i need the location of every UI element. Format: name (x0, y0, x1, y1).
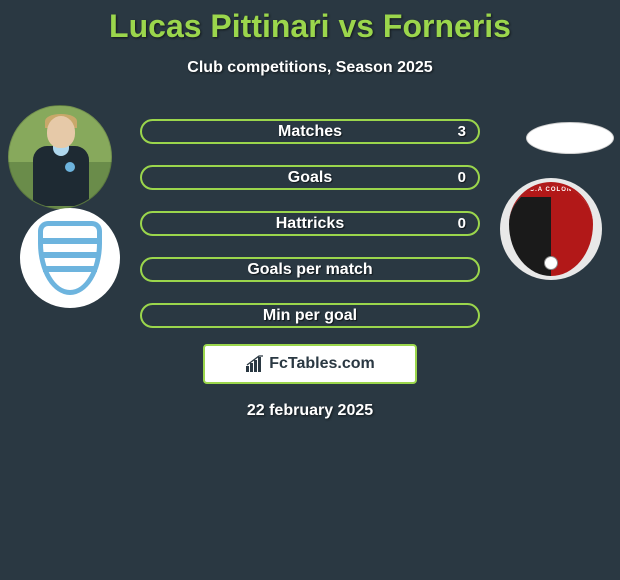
bar-chart-icon (245, 355, 265, 373)
stat-label: Hattricks (276, 215, 344, 233)
player-left-avatar (8, 105, 112, 209)
stat-row-min-per-goal: Min per goal (140, 303, 480, 328)
stat-label: Min per goal (263, 307, 357, 325)
shield-stripe (43, 266, 97, 272)
club-left-crest (20, 208, 120, 308)
shield-icon: C.A COLON (509, 182, 593, 276)
stat-row-goals: Goals 0 (140, 165, 480, 190)
stat-value-right: 0 (458, 215, 466, 232)
stat-label: Goals (288, 169, 332, 187)
stat-row-matches: Matches 3 (140, 119, 480, 144)
stat-row-goals-per-match: Goals per match (140, 257, 480, 282)
avatar-crest (65, 162, 75, 172)
stat-label: Matches (278, 123, 342, 141)
page-title: Lucas Pittinari vs Forneris (0, 8, 620, 45)
stat-label: Goals per match (247, 261, 372, 279)
brand-badge: FcTables.com (203, 344, 417, 384)
club-right-crest: C.A COLON (500, 178, 602, 280)
shield-icon (38, 221, 102, 295)
stat-row-hattricks: Hattricks 0 (140, 211, 480, 236)
shield-stripe (43, 252, 97, 258)
ball-icon (544, 256, 558, 270)
avatar-head (47, 116, 75, 148)
stat-value-right: 0 (458, 169, 466, 186)
brand-box: FcTables.com (0, 344, 620, 384)
season-subtitle: Club competitions, Season 2025 (0, 59, 620, 77)
stat-value-right: 3 (458, 123, 466, 140)
brand-text: FcTables.com (269, 355, 375, 373)
player-right-avatar (526, 122, 614, 154)
shield-stripe (43, 238, 97, 244)
date-label: 22 february 2025 (0, 402, 620, 420)
